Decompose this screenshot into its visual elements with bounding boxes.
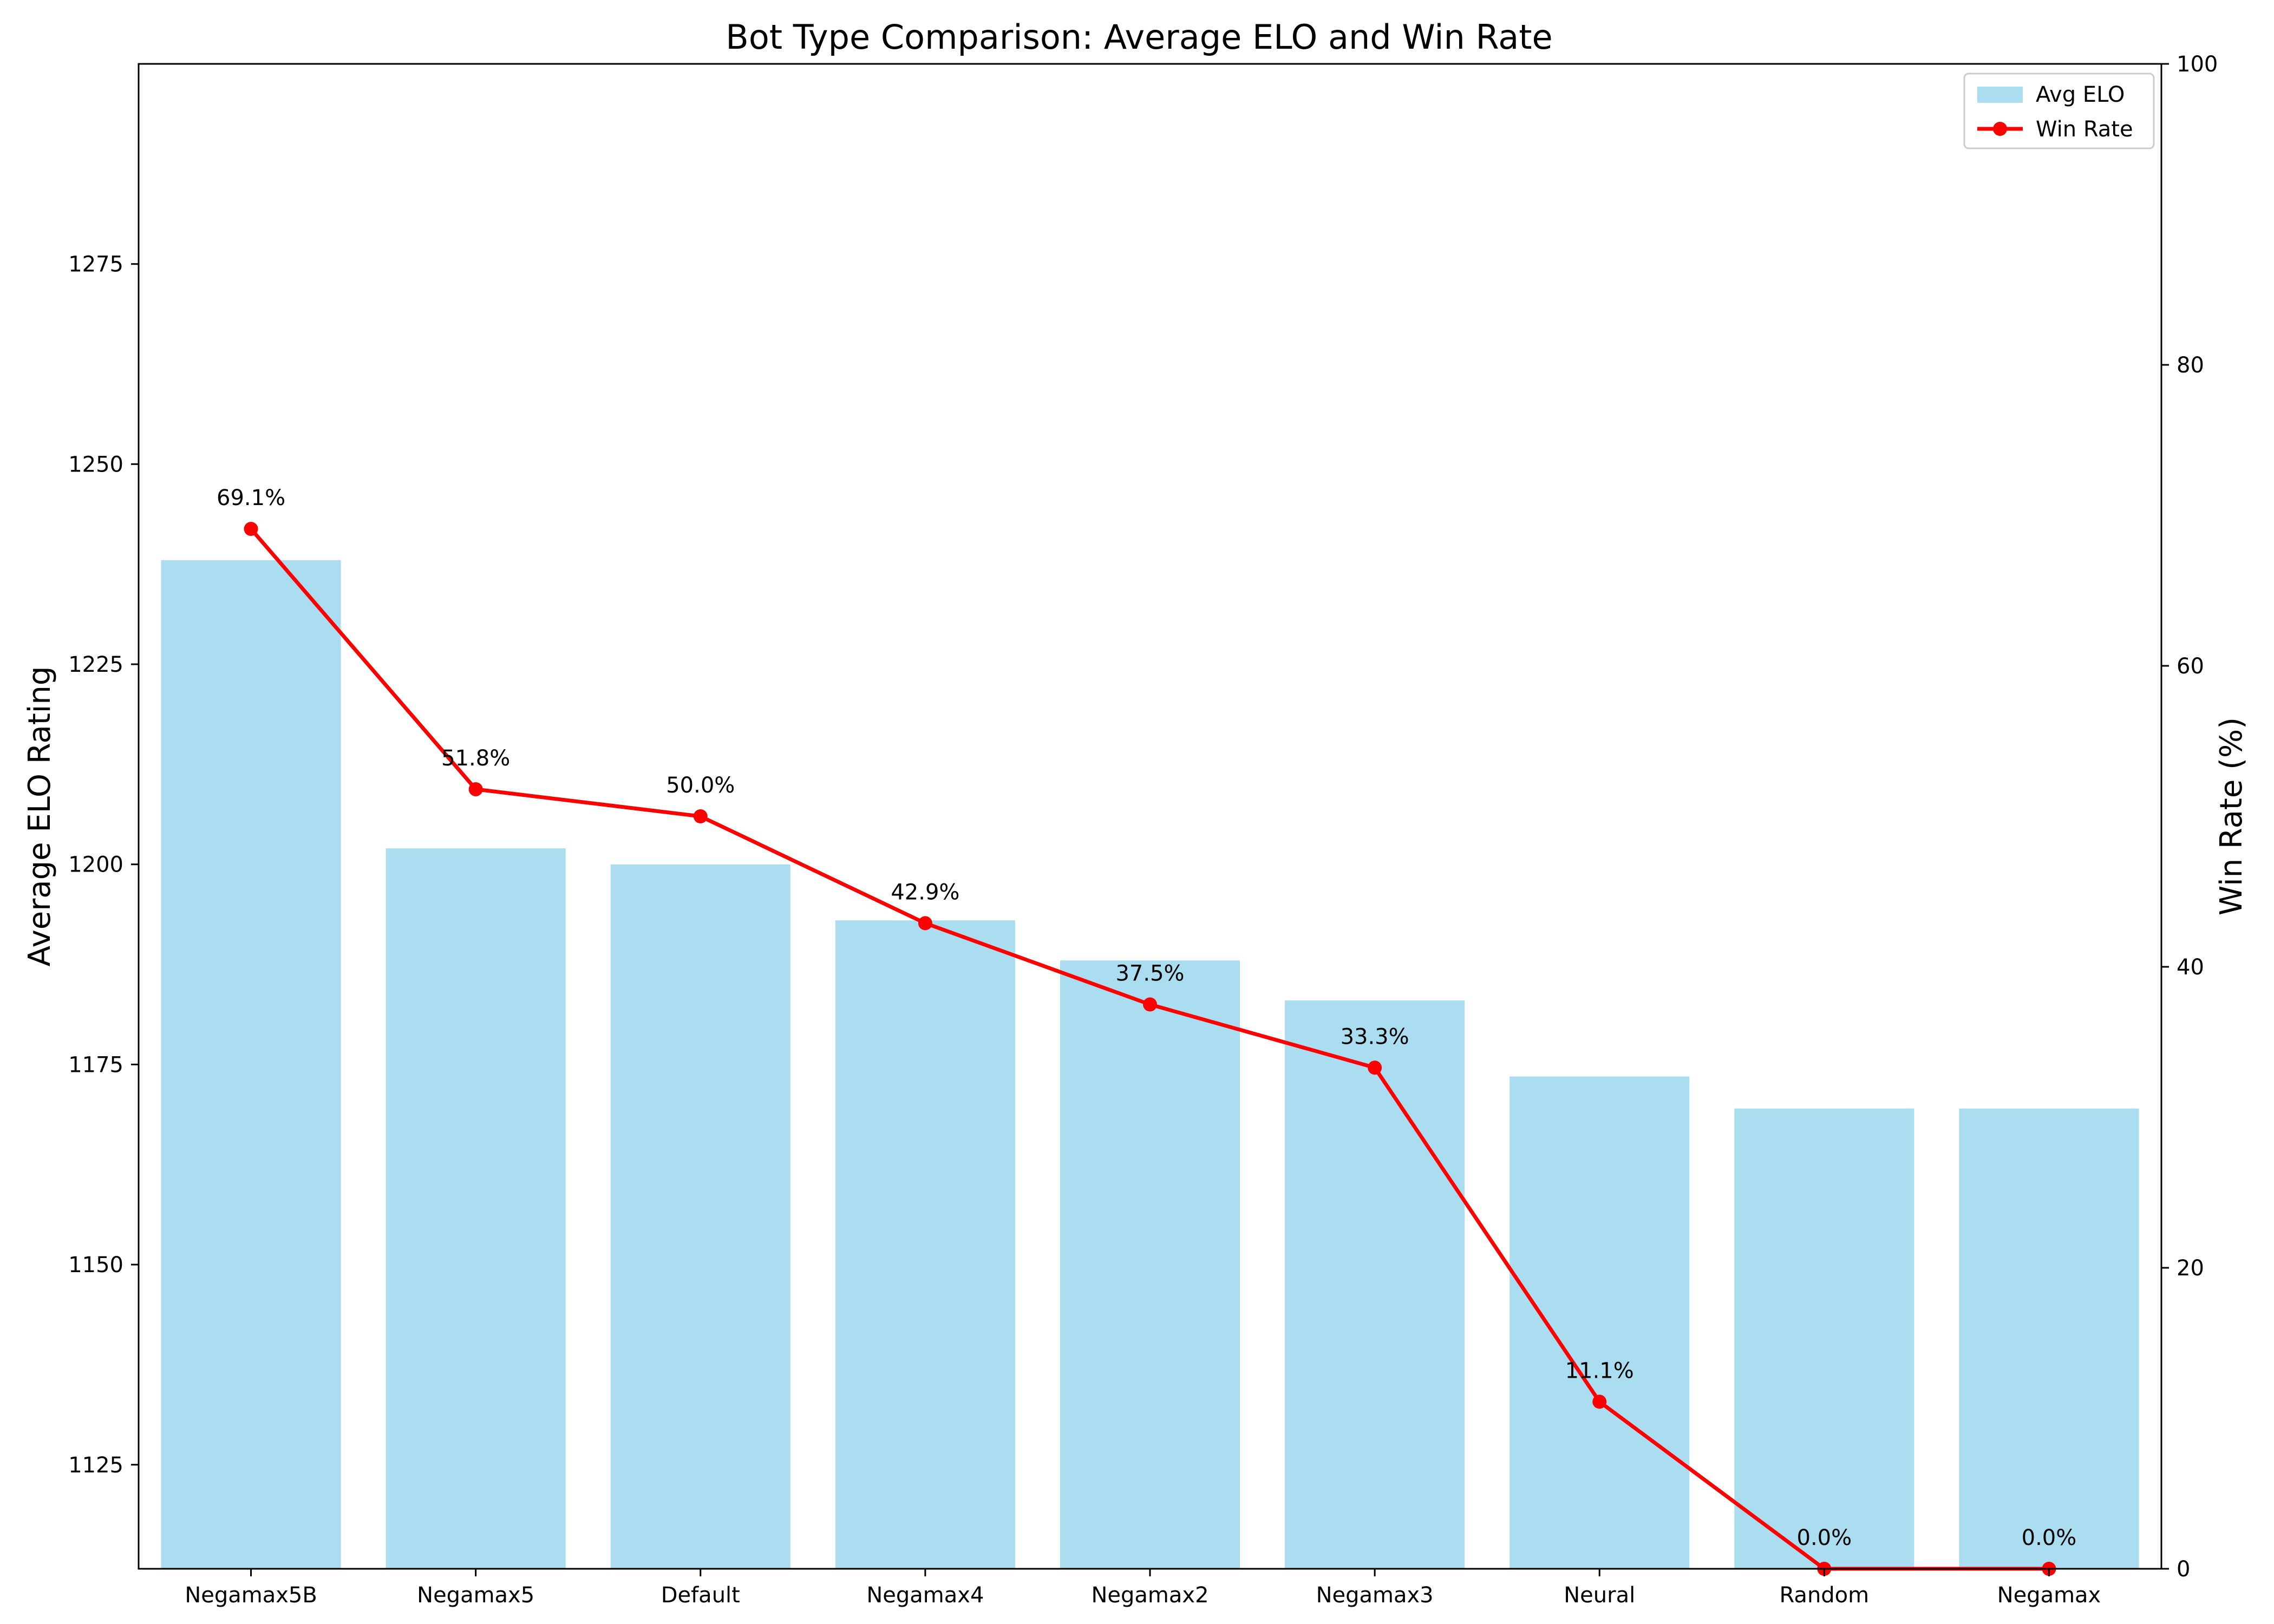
win-rate-point-negamax4 xyxy=(918,916,932,931)
left-axis: 1125 1150 1175 1200 1225 1250 1275 xyxy=(68,252,139,1478)
win-rate-point-neural xyxy=(1592,1394,1607,1409)
legend: Avg ELO Win Rate xyxy=(1963,73,2155,149)
legend-label-win-rate: Win Rate xyxy=(2036,117,2133,142)
y2-tick-label: 40 xyxy=(2177,955,2204,980)
win-rate-point-negamax3 xyxy=(1368,1060,1382,1075)
y-tick-label: 1275 xyxy=(68,252,123,277)
legend-label-avg-elo: Avg ELO xyxy=(2036,82,2125,107)
bar-default xyxy=(610,864,790,1569)
win-rate-label: 37.5% xyxy=(1115,961,1184,986)
legend-marker-win-rate xyxy=(1993,122,2007,136)
win-rate-point-negamax2 xyxy=(1143,997,1157,1012)
y-tick-label: 1150 xyxy=(68,1253,123,1278)
legend-swatch-avg-elo xyxy=(1977,87,2023,103)
win-rate-label: 50.0% xyxy=(666,773,735,798)
x-tick-label: Negamax2 xyxy=(1091,1583,1208,1608)
y2-axis-label: Win Rate (%) xyxy=(2214,717,2249,915)
x-tick-label: Random xyxy=(1780,1583,1870,1608)
chart-title: Bot Type Comparison: Average ELO and Win… xyxy=(726,17,1552,57)
win-rate-point-negamax5b xyxy=(244,522,258,536)
win-rate-label: 11.1% xyxy=(1565,1358,1634,1383)
x-axis: Negamax5B Negamax5 Default Negamax4 Negamax2… xyxy=(185,1569,2101,1608)
right-axis: 0 20 40 60 80 100 xyxy=(2161,52,2218,1582)
y2-tick-label: 20 xyxy=(2177,1256,2204,1281)
bar-negamax5b xyxy=(161,560,341,1569)
x-tick-label: Negamax5 xyxy=(417,1583,534,1608)
y2-tick-label: 80 xyxy=(2177,353,2204,378)
win-rate-point-default xyxy=(693,809,708,823)
win-rate-label: 0.0% xyxy=(1797,1525,1852,1550)
win-rate-point-negamax5 xyxy=(468,782,483,796)
win-rate-label: 42.9% xyxy=(891,880,959,905)
bar-negamax5 xyxy=(385,848,566,1569)
bar-negamax3 xyxy=(1285,1000,1465,1569)
bar-random xyxy=(1734,1108,1914,1569)
y-axis-label: Average ELO Rating xyxy=(22,666,57,967)
win-rate-label: 33.3% xyxy=(1341,1024,1409,1049)
win-rate-label: 69.1% xyxy=(217,486,285,510)
bar-negamax4 xyxy=(835,920,1015,1569)
y-tick-label: 1200 xyxy=(68,853,123,878)
x-tick-label: Negamax5B xyxy=(185,1583,317,1608)
x-tick-label: Negamax4 xyxy=(866,1583,984,1608)
y-tick-label: 1225 xyxy=(68,652,123,677)
win-rate-layer: 69.1% 51.8% 50.0% 42.9% 37.5% 33.3% 11.1% 0.0% 0… xyxy=(217,486,2076,1576)
y-tick-label: 1250 xyxy=(68,452,123,477)
x-tick-label: Default xyxy=(661,1583,740,1608)
y-tick-label: 1175 xyxy=(68,1052,123,1077)
y-tick-label: 1125 xyxy=(68,1453,123,1478)
y2-tick-label: 100 xyxy=(2177,52,2218,77)
bar-negamax2 xyxy=(1060,960,1240,1569)
x-tick-label: Neural xyxy=(1564,1583,1635,1608)
x-tick-label: Negamax xyxy=(1997,1583,2101,1608)
bar-neural xyxy=(1510,1076,1690,1569)
x-tick-label: Negamax3 xyxy=(1316,1583,1434,1608)
win-rate-label: 51.8% xyxy=(441,746,510,771)
bars-layer xyxy=(161,560,2139,1569)
y2-tick-label: 0 xyxy=(2177,1557,2190,1582)
bar-negamax xyxy=(1959,1108,2139,1569)
win-rate-label: 0.0% xyxy=(2022,1525,2077,1550)
y2-tick-label: 60 xyxy=(2177,654,2204,679)
